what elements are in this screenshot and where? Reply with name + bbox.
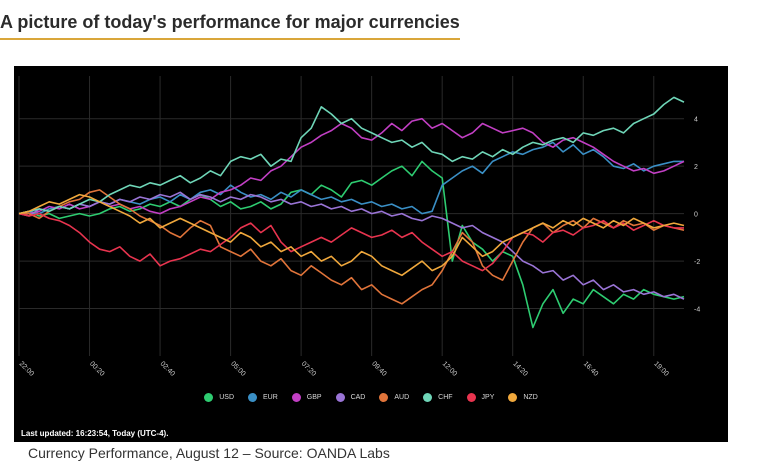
legend-item-eur[interactable]: EUR: [248, 393, 278, 402]
legend-item-nzd[interactable]: NZD: [508, 393, 538, 402]
legend-item-cad[interactable]: CAD: [335, 393, 366, 402]
legend-label: NZD: [523, 394, 538, 401]
y-tick-label: -2: [694, 259, 700, 266]
legend-swatch: [335, 393, 345, 402]
legend-label: EUR: [263, 394, 278, 401]
x-tick-label: 19:00: [652, 360, 669, 377]
legend-item-gbp[interactable]: GBP: [291, 393, 322, 402]
x-tick-label: 09:40: [370, 360, 387, 377]
legend-item-usd[interactable]: USD: [204, 393, 234, 402]
series-line-aud: [19, 189, 685, 305]
x-tick-label: 00:20: [88, 360, 105, 377]
legend-label: AUD: [394, 394, 410, 401]
legend-swatch: [379, 393, 389, 402]
x-tick-label: 22:00: [18, 360, 35, 377]
legend-label: CAD: [350, 394, 366, 401]
y-tick-label: -4: [694, 307, 700, 314]
legend-label: JPY: [481, 394, 495, 401]
legend-item-jpy[interactable]: JPY: [466, 393, 495, 402]
legend-label: CHF: [438, 394, 453, 401]
series-line-chf: [18, 96, 685, 215]
chart-panel: 4 2 0 -2 -4 22:00 00:20 02:40 05:00 07:20 09:40 12:…: [14, 66, 728, 442]
chart-legend: USD EUR GBP CAD AUD CHF JPY NZD: [14, 393, 728, 402]
series-line-cad: [18, 191, 685, 300]
legend-label: USD: [219, 394, 234, 401]
x-tick-label: 16:40: [582, 360, 599, 377]
legend-swatch: [466, 393, 476, 402]
legend-item-chf[interactable]: CHF: [423, 393, 453, 402]
legend-swatch: [508, 393, 518, 402]
legend-label: GBP: [306, 394, 322, 401]
x-tick-label: 12:00: [441, 360, 458, 377]
series-line-jpy: [18, 212, 684, 272]
y-tick-label: 2: [694, 164, 698, 171]
legend-swatch: [423, 393, 433, 402]
x-tick-label: 14:20: [511, 360, 528, 377]
y-tick-label: 0: [694, 212, 698, 219]
line-chart: 4 2 0 -2 -4 22:00 00:20 02:40 05:00 07:20 09:40 12:…: [18, 76, 700, 378]
legend-swatch: [248, 393, 257, 402]
x-tick-label: 05:00: [229, 360, 246, 377]
x-tick-label: 07:20: [300, 360, 317, 377]
legend-swatch: [291, 393, 301, 402]
figure-caption: Currency Performance, August 12 – Source…: [28, 445, 390, 461]
series-line-usd: [18, 160, 685, 329]
legend-swatch: [204, 393, 214, 402]
page-title: A picture of today's performance for maj…: [0, 12, 460, 40]
x-tick-label: 02:40: [159, 360, 176, 377]
y-tick-label: 4: [694, 117, 698, 124]
last-updated-text: Last updated: 16:23:54, Today (UTC-4).: [21, 429, 169, 438]
legend-item-aud[interactable]: AUD: [379, 393, 409, 402]
series-line-nzd: [18, 193, 685, 277]
